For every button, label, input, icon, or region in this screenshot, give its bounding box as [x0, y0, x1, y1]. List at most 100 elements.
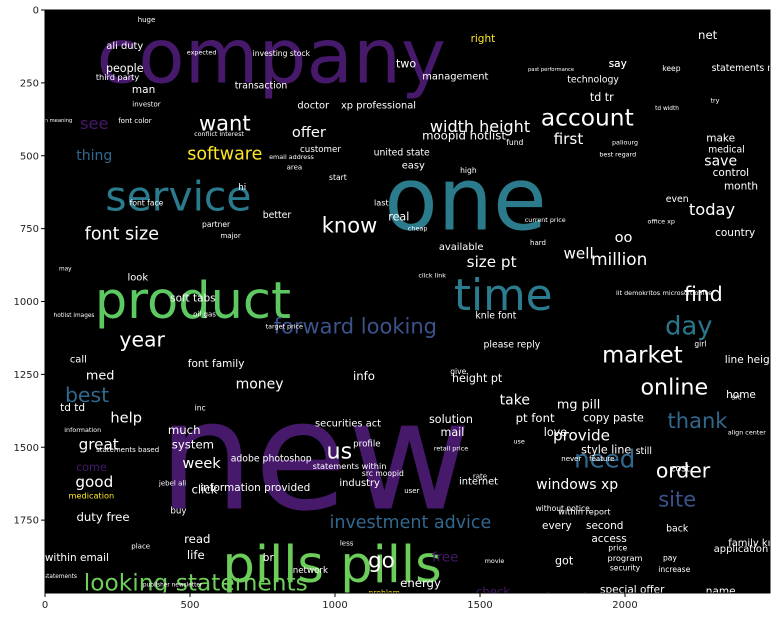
y-tick-label: 0: [33, 6, 39, 17]
word-14: market: [602, 342, 683, 368]
word-103: third party: [96, 72, 139, 82]
word-164: less: [340, 539, 354, 547]
x-tick-label: 0: [42, 600, 48, 611]
word-99: right: [471, 33, 496, 45]
word-78: got: [555, 554, 574, 567]
word-89: month: [724, 180, 758, 192]
word-165: place: [131, 542, 150, 550]
word-30: work: [713, 589, 752, 608]
word-193: may: [59, 266, 72, 272]
word-21: go: [368, 548, 395, 573]
word-138: fund: [506, 138, 523, 147]
word-13: day: [665, 311, 712, 341]
word-147: high: [460, 166, 477, 175]
word-26: us: [327, 439, 353, 465]
word-18: site: [658, 488, 696, 512]
word-178: src: [732, 394, 742, 402]
word-139: inc: [195, 403, 206, 412]
word-191: act statements: [33, 574, 77, 580]
word-184: best regard: [599, 150, 636, 158]
word-71: securities act: [315, 418, 381, 429]
word-63: system: [172, 437, 214, 451]
word-80: name: [706, 586, 736, 598]
word-66: duty free: [76, 510, 129, 524]
word-61: style line: [581, 444, 631, 457]
word-157: oil gas: [193, 311, 216, 319]
word-17: order: [656, 459, 711, 483]
word-84: home: [726, 389, 756, 401]
word-112: td td: [60, 402, 85, 414]
word-121: information provided: [200, 482, 310, 494]
word-197: use: [513, 437, 524, 445]
word-68: life: [187, 548, 205, 562]
word-130: network: [293, 566, 328, 576]
word-7: looking statements: [84, 569, 308, 596]
word-102: ali duty: [106, 41, 143, 52]
y-tick-label: 1250: [14, 370, 39, 381]
word-100: people: [106, 62, 144, 75]
word-4: pills pills: [223, 536, 442, 595]
word-194: target price: [266, 322, 303, 330]
word-188: cheap: [408, 225, 427, 233]
word-150: major: [220, 232, 240, 240]
word-158: information: [64, 426, 101, 434]
word-8: business: [546, 588, 635, 612]
y-tick-label: 1000: [14, 297, 39, 308]
word-122: adobe photoshop: [231, 453, 312, 464]
word-59: mail: [441, 426, 465, 439]
word-132: expected: [187, 48, 217, 56]
word-181: microsoft office: [663, 289, 712, 297]
word-53: height pt: [452, 372, 503, 385]
word-196: current price: [525, 216, 566, 224]
word-76: second: [586, 520, 623, 532]
word-9: forward looking: [274, 314, 437, 338]
word-41: help: [110, 410, 142, 427]
word-40: good: [75, 473, 113, 491]
word-83: still: [636, 446, 652, 457]
word-152: huge: [138, 16, 156, 24]
word-186: td width: [655, 106, 679, 112]
word-12: account: [541, 104, 634, 131]
word-141: keep: [662, 64, 680, 73]
word-167: program: [608, 553, 643, 563]
word-155: conflict interest: [194, 130, 244, 138]
word-28: width height: [430, 117, 530, 136]
word-92: medical: [708, 144, 745, 155]
word-0: company: [97, 13, 446, 101]
word-50: energy: [400, 576, 441, 590]
word-44: week: [182, 455, 221, 472]
word-46: take: [500, 393, 530, 409]
word-82: cost: [670, 464, 690, 475]
word-123: statements within: [313, 461, 387, 471]
word-1: new: [158, 367, 471, 544]
word-163: without notice: [535, 504, 590, 513]
word-36: save: [704, 154, 737, 170]
word-2: one: [384, 148, 547, 250]
word-54: pt font: [516, 411, 555, 425]
y-tick-label: 500: [20, 151, 39, 162]
word-15: online: [640, 374, 708, 400]
word-154: font color: [118, 117, 152, 125]
word-64: come: [76, 461, 107, 474]
word-133: src moopid: [362, 469, 404, 478]
word-118: management: [422, 72, 488, 83]
word-115: transaction: [235, 80, 288, 91]
word-169: security: [610, 564, 641, 573]
word-119: technology: [567, 74, 619, 85]
word-177: publisher newsletter: [143, 583, 203, 589]
word-94: oo: [615, 229, 633, 246]
word-179: click link: [418, 271, 446, 279]
word-187: try: [710, 96, 719, 104]
word-88: country: [715, 227, 755, 239]
word-32: size pt: [467, 253, 517, 271]
word-69: soft tabs: [170, 293, 216, 305]
word-19: thank: [668, 409, 729, 433]
word-127: knle font: [475, 311, 516, 322]
word-109: better: [263, 210, 292, 221]
word-143: hi: [238, 183, 246, 193]
word-10: software: [187, 144, 262, 164]
x-tick-label: 500: [180, 600, 199, 611]
word-37: offer: [292, 124, 326, 141]
word-108: easy: [402, 160, 425, 171]
word-62: much: [168, 423, 201, 437]
